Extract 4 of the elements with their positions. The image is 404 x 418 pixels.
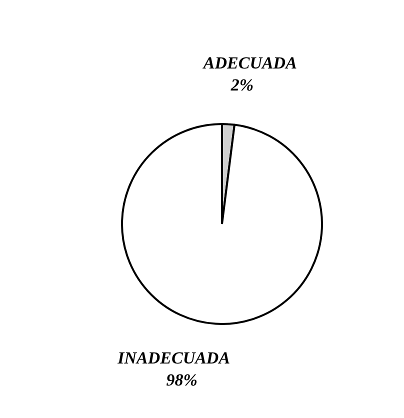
slice-label: ADECUADA (202, 53, 297, 72)
slice-label: INADECUADA (116, 348, 230, 368)
data-label: 2% (230, 75, 254, 94)
data-label: 98% (166, 370, 198, 390)
